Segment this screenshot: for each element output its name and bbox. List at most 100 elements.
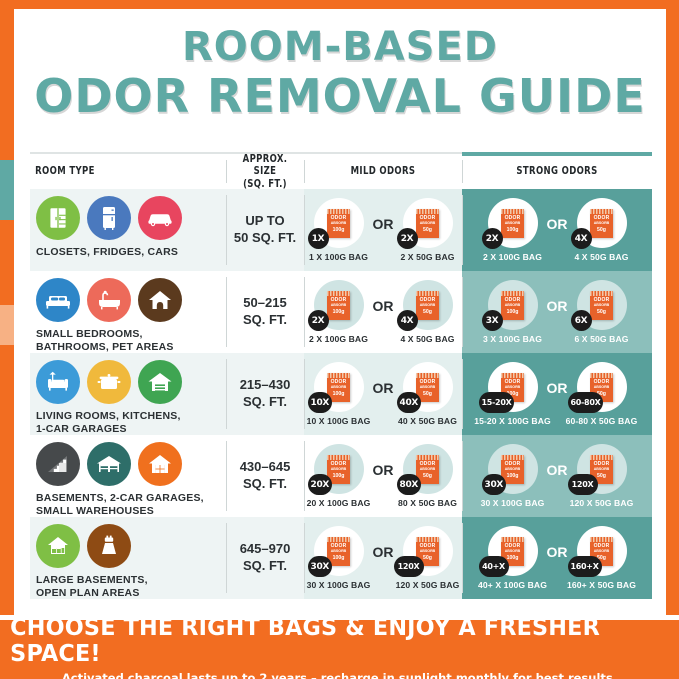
room-icon-group <box>36 196 222 240</box>
quantity-badge: 60-80X <box>567 392 604 413</box>
dose-caption: 3 X 100G BAG <box>483 334 542 344</box>
sofa-icon <box>36 360 80 404</box>
cell-approx-size: 50–215 SQ. FT. <box>226 271 304 353</box>
room-type-label: BASEMENTS, 2-CAR GARAGES, SMALL WAREHOUSE… <box>36 492 204 518</box>
divider <box>462 195 463 265</box>
bag-brand-line-1: ODOR <box>504 215 521 222</box>
divider <box>226 523 227 593</box>
bag-brand-line-2: ABSORB <box>419 385 436 390</box>
cell-strong-odors: ODOR ABSORB 100g 2X 2 X 100G BAG OR ODOR ABSORB… <box>462 189 652 271</box>
dose-option: ODOR ABSORB 100g 2X 2 X 100G BAG <box>307 280 371 344</box>
dose-puck: ODOR ABSORB 100g 2X <box>307 280 364 331</box>
dose-caption: 120 X 50G BAG <box>569 498 634 508</box>
quantity-badge: 6X <box>570 310 592 331</box>
bag-weight: 100g <box>506 554 519 561</box>
charcoal-bag-art: ODOR ABSORB 50g <box>416 208 439 238</box>
dose-puck: ODOR ABSORB 50g 4X <box>396 280 453 331</box>
pot-icon <box>87 360 131 404</box>
bag-brand-line-1: ODOR <box>419 215 436 222</box>
dose-puck: ODOR ABSORB 50g 40X <box>396 362 453 413</box>
bag-brand-line-1: ODOR <box>504 543 521 550</box>
header-mild-label: MILD ODORS <box>350 164 416 178</box>
header-room-label: ROOM TYPE <box>35 164 95 178</box>
quantity-badge: 2X <box>396 228 418 249</box>
charcoal-bag-art: ODOR ABSORB 100g <box>501 208 524 238</box>
or-label: OR <box>372 380 394 396</box>
divider <box>462 277 463 347</box>
quantity-badge: 160+X <box>567 556 602 577</box>
quantity-badge: 2X <box>307 310 329 331</box>
bag-brand-line-2: ABSORB <box>593 385 610 390</box>
dose-option: ODOR ABSORB 50g 2X 2 X 50G BAG <box>396 198 460 262</box>
cell-mild-odors: ODOR ABSORB 100g 2X 2 X 100G BAG OR ODOR ABSORB… <box>304 271 462 353</box>
table-header-row: ROOM TYPE APPROX. SIZE (SQ. FT.) MILD OD… <box>30 152 652 190</box>
room-icon-group <box>36 524 222 568</box>
cell-strong-odors: ODOR ABSORB 100g 3X 3 X 100G BAG OR ODOR ABSORB… <box>462 271 652 353</box>
bag-brand-line-2: ABSORB <box>504 303 521 308</box>
dose-option: ODOR ABSORB 50g 6X 6 X 50G BAG <box>570 280 634 344</box>
charcoal-bag-art: ODOR ABSORB 100g <box>327 290 350 320</box>
dose-puck: ODOR ABSORB 50g 80X <box>396 444 453 495</box>
bag-weight: 50g <box>423 554 432 561</box>
bag-brand-line-2: ABSORB <box>504 467 521 472</box>
bag-weight: 50g <box>597 390 606 397</box>
bag-brand-line-2: ABSORB <box>419 221 436 226</box>
divider <box>462 160 463 183</box>
frame-teal-accent-left <box>0 160 14 220</box>
or-label: OR <box>372 298 394 314</box>
bag-weight: 50g <box>597 308 606 315</box>
dose-puck: ODOR ABSORB 100g 20X <box>307 444 364 495</box>
dose-puck: ODOR ABSORB 100g 40+X <box>478 526 538 577</box>
bag-brand-line-1: ODOR <box>593 543 610 550</box>
bag-brand-line-2: ABSORB <box>504 549 521 554</box>
bag-weight: 100g <box>332 472 345 479</box>
quantity-badge: 30X <box>481 474 507 495</box>
dose-option: ODOR ABSORB 50g 4X 4 X 50G BAG <box>570 198 634 262</box>
cell-room-type: BASEMENTS, 2-CAR GARAGES, SMALL WAREHOUSE… <box>30 435 226 517</box>
divider <box>462 523 463 593</box>
dose-option: ODOR ABSORB 50g 80X 80 X 50G BAG <box>396 444 460 508</box>
bag-weight: 50g <box>423 226 432 233</box>
divider <box>304 359 305 429</box>
quantity-badge: 15-20X <box>478 392 515 413</box>
divider <box>226 441 227 511</box>
charcoal-bag-art: ODOR ABSORB 100g <box>327 208 350 238</box>
approx-size-value: UP TO 50 SQ. FT. <box>233 213 297 245</box>
dose-puck: ODOR ABSORB 100g 15-20X <box>478 362 538 413</box>
table-top-rule <box>30 152 652 154</box>
charcoal-bag-art: ODOR ABSORB 100g <box>327 536 350 566</box>
room-type-label: LIVING ROOMS, KITCHENS, 1-CAR GARAGES <box>36 410 181 436</box>
dose-option: ODOR ABSORB 100g 20X 20 X 100G BAG <box>307 444 371 508</box>
or-label: OR <box>546 216 568 232</box>
dose-caption: 30 X 100G BAG <box>480 498 545 508</box>
bag-weight: 50g <box>423 308 432 315</box>
bag-brand-line-1: ODOR <box>330 215 347 222</box>
charcoal-bag-art: ODOR ABSORB 100g <box>501 536 524 566</box>
dose-puck: ODOR ABSORB 50g 60-80X <box>567 362 627 413</box>
bag-brand-line-1: ODOR <box>593 215 610 222</box>
divider <box>304 195 305 265</box>
cell-mild-odors: ODOR ABSORB 100g 30X 30 X 100G BAG OR ODOR ABSO… <box>304 517 462 599</box>
bag-brand-line-2: ABSORB <box>419 467 436 472</box>
cell-room-type: LARGE BASEMENTS, OPEN PLAN AREAS <box>30 517 226 599</box>
bag-weight: 100g <box>332 554 345 561</box>
footer-headline: CHOOSE THE RIGHT BAGS & ENJOY A FRESHER … <box>10 614 600 667</box>
divider <box>226 359 227 429</box>
header-cell-strong: STRONG ODORS <box>462 154 652 189</box>
dose-option: ODOR ABSORB 50g 4X 4 X 50G BAG <box>396 280 460 344</box>
quantity-badge: 2X <box>481 228 503 249</box>
dose-caption: 30 X 100G BAG <box>306 580 371 590</box>
dose-caption: 10 X 100G BAG <box>306 416 371 426</box>
bag-weight: 100g <box>506 226 519 233</box>
charcoal-bag-art: ODOR ABSORB 100g <box>327 454 350 484</box>
dose-puck: ODOR ABSORB 100g 10X <box>307 362 364 413</box>
approx-size-value: 430–645 SQ. FT. <box>239 459 291 491</box>
dose-option: ODOR ABSORB 100g 10X 10 X 100G BAG <box>307 362 371 426</box>
charcoal-bag-art: ODOR ABSORB 50g <box>416 290 439 320</box>
divider <box>462 359 463 429</box>
dose-caption: 40+ X 100G BAG <box>478 580 547 590</box>
dose-option: ODOR ABSORB 50g 160+X 160+ X 50G BAG <box>567 526 636 590</box>
dose-caption: 2 X 50G BAG <box>400 252 455 262</box>
cell-strong-odors: ODOR ABSORB 100g 40+X 40+ X 100G BAG OR ODOR AB… <box>462 517 652 599</box>
dose-puck: ODOR ABSORB 100g 1X <box>307 198 364 249</box>
